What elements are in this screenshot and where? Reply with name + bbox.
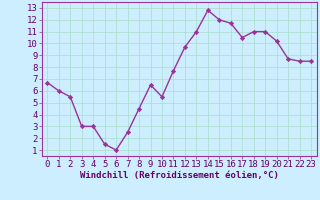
- X-axis label: Windchill (Refroidissement éolien,°C): Windchill (Refroidissement éolien,°C): [80, 171, 279, 180]
